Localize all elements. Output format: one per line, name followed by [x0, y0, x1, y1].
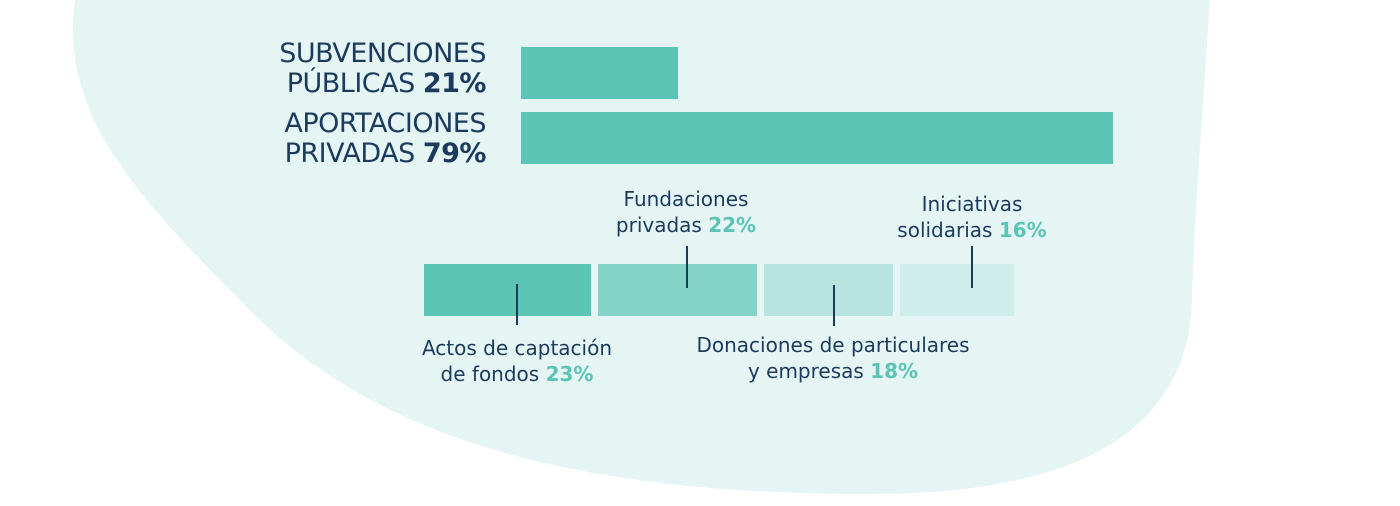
segment-percent: 18% — [870, 359, 919, 383]
segment-donaciones — [764, 264, 893, 316]
bar-subvenciones — [521, 47, 678, 99]
segment-fundaciones — [598, 264, 757, 316]
segment-label-donaciones: Donaciones de particulares y empresas 18… — [696, 333, 970, 383]
category-label-aportaciones: APORTACIONES PRIVADAS 79% — [284, 108, 487, 169]
segment-percent: 16% — [998, 218, 1047, 242]
bar-aportaciones — [521, 112, 1113, 164]
segment-actos — [424, 264, 591, 316]
tick-donaciones — [833, 285, 835, 326]
segment-label-iniciativas: Iniciativas solidarias 16% — [897, 192, 1047, 242]
tick-fundaciones — [686, 246, 688, 288]
category-percent: 79% — [422, 138, 487, 169]
category-label-subvenciones: SUBVENCIONES PÚBLICAS 21% — [279, 38, 487, 99]
tick-iniciativas — [971, 246, 973, 288]
segment-label-fundaciones: Fundaciones privadas 22% — [615, 187, 757, 237]
segment-iniciativas — [900, 264, 1014, 316]
segment-percent: 22% — [708, 213, 757, 237]
tick-actos — [516, 284, 518, 325]
segment-label-actos: Actos de captación de fondos 23% — [421, 336, 613, 386]
segment-percent: 23% — [545, 362, 594, 386]
category-percent: 21% — [422, 68, 487, 99]
